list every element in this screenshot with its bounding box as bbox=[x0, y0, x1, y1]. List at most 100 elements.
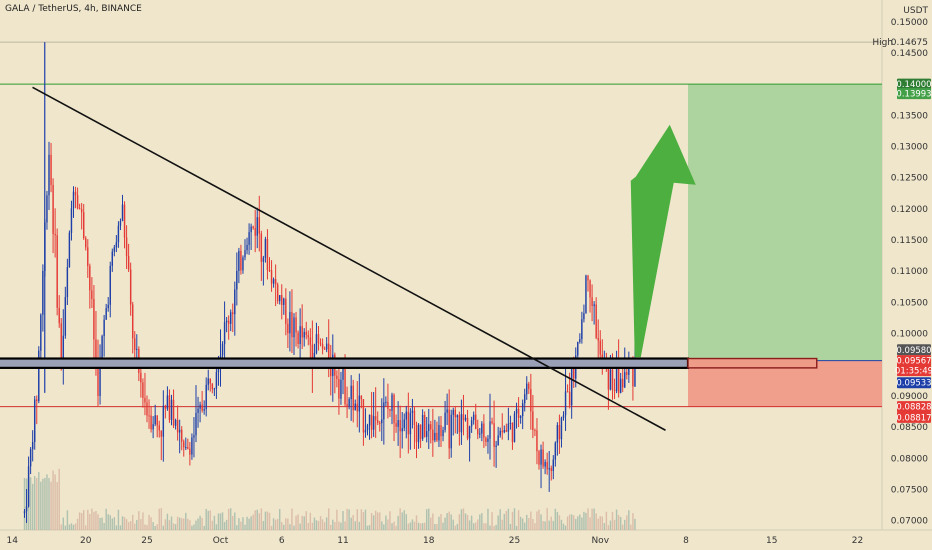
volume-bar bbox=[499, 509, 501, 530]
candle-body bbox=[458, 415, 461, 433]
candle-body bbox=[327, 343, 330, 366]
candle-body bbox=[117, 225, 120, 243]
candle-body bbox=[619, 378, 622, 393]
candle-body bbox=[581, 319, 583, 340]
volume-bar bbox=[305, 511, 307, 530]
y-tick-label: 0.11500 bbox=[891, 236, 928, 246]
candle-body bbox=[425, 431, 428, 437]
candle-body bbox=[611, 369, 614, 390]
volume-bar bbox=[562, 523, 565, 530]
volume-bar bbox=[403, 510, 405, 530]
volume-bar bbox=[432, 513, 434, 530]
candle-body bbox=[258, 217, 261, 234]
support-zone-extension[interactable] bbox=[687, 357, 818, 369]
volume-bar bbox=[558, 515, 561, 530]
candle-body bbox=[199, 404, 201, 409]
volume-bar bbox=[587, 508, 589, 530]
volume-bar bbox=[213, 515, 216, 530]
candle-body bbox=[227, 320, 230, 324]
volume-bar bbox=[387, 519, 389, 530]
volume-bar bbox=[521, 518, 524, 530]
volume-bar bbox=[350, 517, 352, 530]
candle-body bbox=[487, 438, 489, 442]
descending-trendline[interactable] bbox=[32, 86, 666, 431]
volume-bar bbox=[515, 525, 518, 530]
candle-body bbox=[38, 350, 40, 402]
volume-bar bbox=[78, 512, 81, 530]
candle-body bbox=[405, 411, 408, 420]
volume-bar bbox=[117, 509, 120, 530]
volume-bar bbox=[89, 514, 91, 530]
volume-bar bbox=[564, 525, 567, 530]
take-profit-zone[interactable] bbox=[688, 84, 882, 361]
volume-bar bbox=[352, 515, 354, 530]
candle-body bbox=[591, 297, 593, 307]
volume-bar bbox=[285, 518, 287, 530]
candle-body bbox=[585, 275, 587, 314]
volume-bar bbox=[242, 517, 244, 530]
volume-bar bbox=[579, 514, 581, 530]
candle-body bbox=[579, 339, 581, 342]
volume-bar bbox=[42, 478, 44, 530]
volume-bar bbox=[634, 518, 636, 530]
volume-bar bbox=[381, 521, 383, 530]
candle-body bbox=[307, 334, 310, 338]
candle-body bbox=[593, 304, 595, 307]
volume-bar bbox=[632, 513, 634, 530]
candle-body bbox=[472, 414, 475, 421]
support-zone[interactable] bbox=[0, 357, 690, 369]
volume-bar bbox=[440, 514, 442, 530]
volume-bar bbox=[554, 508, 557, 530]
candle-body bbox=[62, 335, 65, 367]
volume-bar bbox=[630, 524, 632, 530]
candle-body bbox=[272, 279, 275, 284]
volume-bar bbox=[189, 520, 191, 530]
volume-bar bbox=[495, 524, 497, 530]
candle-body bbox=[438, 425, 440, 441]
x-tick-label: Nov bbox=[591, 536, 609, 546]
x-tick-label: 6 bbox=[279, 536, 285, 546]
candle-body bbox=[48, 154, 50, 196]
volume-bar bbox=[229, 508, 232, 530]
chart-title: GALA / TetherUS, 4h, BINANCE bbox=[5, 4, 142, 14]
candle-body bbox=[31, 441, 34, 450]
candle-body bbox=[397, 420, 399, 427]
candle-body bbox=[56, 235, 58, 308]
volume-bar bbox=[517, 510, 520, 530]
candle-body bbox=[144, 397, 146, 403]
volume-bar bbox=[23, 478, 26, 530]
volume-bar bbox=[356, 509, 359, 530]
candle-body bbox=[560, 417, 563, 440]
high-value: 0.14675 bbox=[891, 38, 928, 48]
candle-body bbox=[40, 314, 42, 351]
volume-bar bbox=[31, 483, 34, 530]
candle-body bbox=[123, 204, 126, 238]
volume-bar bbox=[272, 518, 275, 530]
volume-bar bbox=[550, 516, 552, 530]
volume-bar bbox=[611, 511, 614, 530]
candle-body bbox=[68, 232, 71, 268]
volume-bar bbox=[234, 512, 236, 530]
candle-body bbox=[142, 382, 144, 398]
volume-bar bbox=[82, 510, 85, 530]
candle-body bbox=[456, 415, 459, 418]
price-badge-text: 0.09580 bbox=[896, 346, 931, 356]
candle-body bbox=[103, 319, 105, 337]
candle-body bbox=[528, 383, 530, 390]
volume-bar bbox=[172, 523, 175, 530]
volume-bar bbox=[207, 510, 209, 530]
candle-body bbox=[276, 284, 279, 302]
candle-body bbox=[493, 423, 495, 447]
up-arrow-icon[interactable] bbox=[630, 124, 696, 358]
candle-body bbox=[187, 446, 189, 449]
volume-bar bbox=[452, 519, 454, 530]
candle-body bbox=[372, 416, 375, 430]
volume-bar bbox=[460, 509, 463, 530]
x-tick-label: 15 bbox=[766, 536, 777, 546]
candle-body bbox=[203, 409, 205, 411]
volume-bar bbox=[176, 516, 179, 530]
volume-bar bbox=[191, 525, 193, 530]
candle-body bbox=[111, 251, 114, 266]
candle-body bbox=[101, 336, 103, 358]
